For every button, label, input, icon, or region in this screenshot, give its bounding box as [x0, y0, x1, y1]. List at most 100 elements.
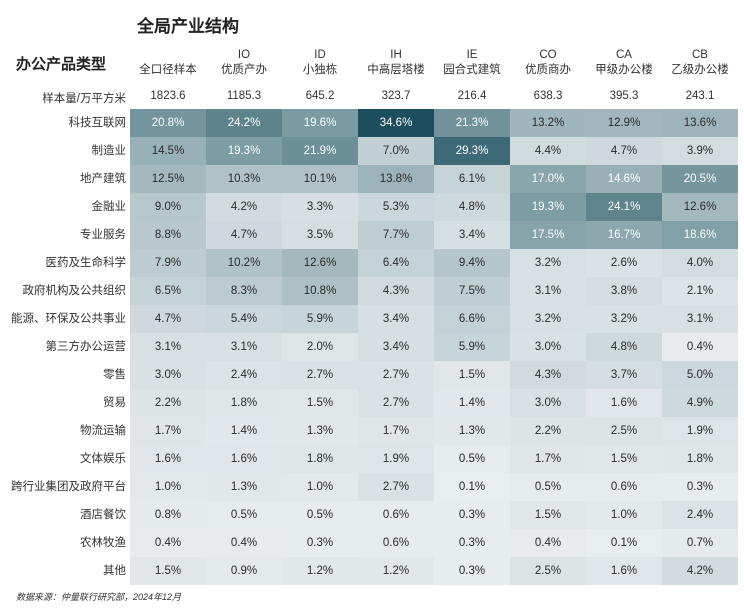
- heatmap-cell: 0.9%: [206, 557, 282, 585]
- heatmap-cell: 18.6%: [662, 221, 738, 249]
- heatmap-cell: 16.7%: [586, 221, 662, 249]
- heatmap-cell: 2.5%: [586, 417, 662, 445]
- heatmap-cell: 19.3%: [206, 137, 282, 165]
- heatmap-cell: 0.6%: [586, 473, 662, 501]
- heatmap-cell: 0.4%: [130, 529, 206, 557]
- heatmap-cell: 2.5%: [510, 557, 586, 585]
- column-header: CA 甲级办公楼: [586, 48, 662, 78]
- heatmap-cell: 10.8%: [282, 277, 358, 305]
- heatmap-cell: 12.6%: [282, 249, 358, 277]
- heatmap-cell: 1.5%: [130, 557, 206, 585]
- column-name: 甲级办公楼: [595, 64, 653, 76]
- heatmap-cell: 1.5%: [586, 445, 662, 473]
- heatmap-cell: 2.7%: [358, 361, 434, 389]
- heatmap-cell: 0.5%: [510, 473, 586, 501]
- heatmap-cell: 8.8%: [130, 221, 206, 249]
- heatmap-cell: 4.7%: [130, 305, 206, 333]
- heatmap-cell: 3.0%: [510, 333, 586, 361]
- heatmap-cell: 0.1%: [586, 529, 662, 557]
- heatmap-cell: 3.0%: [510, 389, 586, 417]
- sample-value: 1823.6: [150, 90, 186, 102]
- heatmap-cell: 1.2%: [282, 557, 358, 585]
- heatmap-cell: 0.4%: [662, 333, 738, 361]
- heatmap-cell: 4.7%: [206, 221, 282, 249]
- heatmap-cell: 10.3%: [206, 165, 282, 193]
- column-code: CO: [539, 49, 557, 61]
- row-label: 制造业: [91, 145, 127, 157]
- heatmap-cell: 0.5%: [282, 501, 358, 529]
- heatmap-cell: 3.4%: [434, 221, 510, 249]
- column-header: 全口径样本: [130, 63, 206, 78]
- heatmap-cell: 3.1%: [206, 333, 282, 361]
- heatmap-cell: 13.2%: [510, 109, 586, 137]
- heatmap-cell: 1.8%: [206, 389, 282, 417]
- heatmap-cell: 4.3%: [510, 361, 586, 389]
- heatmap-cell: 34.6%: [358, 109, 434, 137]
- heatmap-cell: 2.7%: [358, 473, 434, 501]
- heatmap-cell: 2.6%: [586, 249, 662, 277]
- heatmap-cell: 4.2%: [206, 193, 282, 221]
- heatmap-cell: 3.1%: [510, 277, 586, 305]
- heatmap-cell: 0.6%: [358, 529, 434, 557]
- heatmap-cell: 10.2%: [206, 249, 282, 277]
- heatmap-cell: 7.9%: [130, 249, 206, 277]
- row-label: 地产建筑: [80, 173, 126, 185]
- heatmap-cell: 14.6%: [586, 165, 662, 193]
- heatmap-cell: 6.6%: [434, 305, 510, 333]
- heatmap-cell: 17.5%: [510, 221, 586, 249]
- sample-value: 323.7: [381, 90, 411, 102]
- column-header: IO 优质产办: [206, 48, 282, 78]
- heatmap-cell: 13.6%: [662, 109, 738, 137]
- column-name: 全口径样本: [139, 64, 197, 76]
- heatmap-cell: 17.0%: [510, 165, 586, 193]
- heatmap-cell: 5.0%: [662, 361, 738, 389]
- heatmap-cell: 20.5%: [662, 165, 738, 193]
- heatmap-cell: 21.9%: [282, 137, 358, 165]
- heatmap-cell: 7.0%: [358, 137, 434, 165]
- heatmap-cell: 0.3%: [662, 473, 738, 501]
- heatmap-cell: 3.2%: [586, 305, 662, 333]
- heatmap-cell: 3.8%: [586, 277, 662, 305]
- product-type-label: 办公产品类型: [16, 56, 107, 73]
- heatmap-cell: 9.0%: [130, 193, 206, 221]
- heatmap-cell: 1.5%: [282, 389, 358, 417]
- heatmap-cell: 19.6%: [282, 109, 358, 137]
- heatmap-cell: 12.5%: [130, 165, 206, 193]
- row-label: 能源、环保及公共事业: [11, 313, 126, 325]
- heatmap-cell: 9.4%: [434, 249, 510, 277]
- heatmap-cell: 7.5%: [434, 277, 510, 305]
- heatmap-cell: 1.3%: [434, 417, 510, 445]
- row-label: 其他: [103, 565, 126, 577]
- sample-value: 638.3: [533, 90, 563, 102]
- row-label: 跨行业集团及政府平台: [11, 481, 126, 493]
- column-header: IE 园合式建筑: [434, 48, 510, 78]
- heatmap-cell: 0.5%: [434, 445, 510, 473]
- heatmap-cell: 6.5%: [130, 277, 206, 305]
- heatmap-cell: 20.8%: [130, 109, 206, 137]
- row-label: 贸易: [103, 397, 126, 409]
- column-name: 乙级办公楼: [671, 64, 729, 76]
- column-name: 小独栋: [302, 64, 338, 76]
- heatmap-cell: 2.7%: [358, 389, 434, 417]
- heatmap-cell: 1.7%: [130, 417, 206, 445]
- column-name: 优质产办: [221, 64, 267, 76]
- heatmap-cell: 1.5%: [510, 501, 586, 529]
- column-name: 中高层塔楼: [367, 64, 425, 76]
- sample-value: 395.3: [609, 90, 639, 102]
- heatmap-cell: 0.4%: [206, 529, 282, 557]
- column-header: CO 优质商办: [510, 48, 586, 78]
- heatmap-cell: 0.7%: [662, 529, 738, 557]
- row-label: 医药及生命科学: [45, 257, 127, 269]
- heatmap-cell: 1.6%: [586, 389, 662, 417]
- column-code: CB: [692, 49, 708, 61]
- heatmap-cell: 1.2%: [358, 557, 434, 585]
- heatmap-cell: 5.9%: [282, 305, 358, 333]
- sample-value: 645.2: [305, 90, 335, 102]
- sample-value: 1185.3: [226, 90, 262, 102]
- heatmap-cell: 1.8%: [282, 445, 358, 473]
- heatmap-cell: 1.0%: [282, 473, 358, 501]
- heatmap-cell: 0.5%: [206, 501, 282, 529]
- sample-value: 216.4: [457, 90, 487, 102]
- column-header: IH 中高层塔楼: [358, 48, 434, 78]
- heatmap-cell: 0.1%: [434, 473, 510, 501]
